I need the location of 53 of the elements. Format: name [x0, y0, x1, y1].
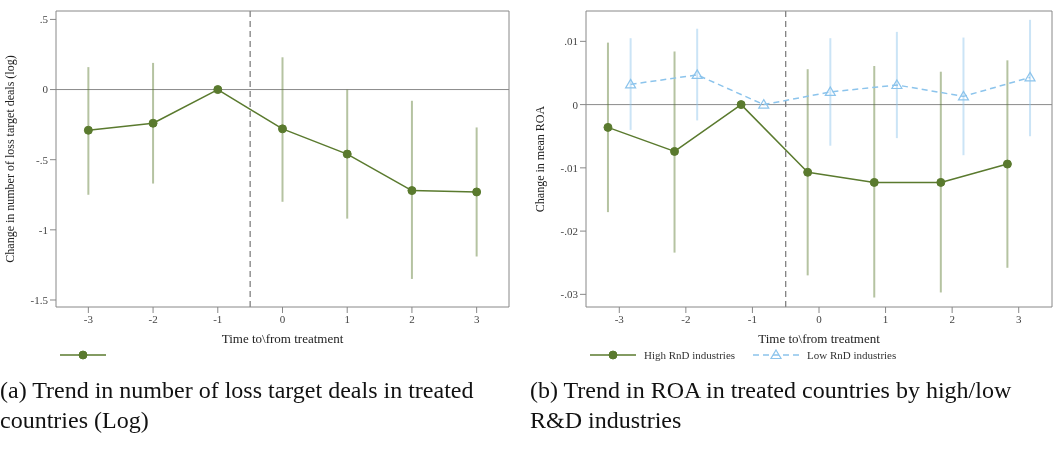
x-tick-label: 1 [344, 312, 350, 325]
point [603, 122, 613, 132]
y-tick-label: .5 [39, 13, 49, 26]
point [83, 125, 93, 135]
x-axis-title: Time to\from treatment [221, 331, 344, 346]
x-tick-label: -3 [614, 312, 625, 325]
x-tick-label: 3 [1015, 312, 1022, 325]
text: (b) Trend in ROA in treated countries by high/low R&D industries [530, 376, 1013, 435]
y-axis-title: Change in mean ROA [533, 105, 548, 213]
x-tick-label: -1 [213, 312, 223, 325]
y-tick-label: -1 [38, 223, 48, 236]
point [803, 167, 813, 177]
point [213, 85, 223, 95]
x-tick-label: 3 [473, 312, 480, 325]
x-tick-label: 2 [409, 312, 415, 325]
y-tick-label: 0 [572, 98, 579, 111]
y-tick-label: 0 [42, 83, 49, 96]
point [342, 149, 352, 159]
y-tick-label: .01 [564, 35, 578, 48]
text: (a) Trend in number of loss target deals in treated countries (Log) [0, 376, 475, 435]
point [936, 177, 946, 187]
x-tick-label: 0 [816, 312, 823, 325]
y-axis-title: Change in number of loss target deals (log) [3, 55, 18, 263]
x-tick-label: -1 [747, 312, 758, 325]
y-tick-label: -.03 [560, 288, 579, 301]
x-tick-label: -3 [83, 312, 94, 325]
point [472, 187, 482, 197]
x-tick-label: -2 [681, 312, 691, 325]
point [957, 90, 970, 101]
point [758, 99, 770, 109]
point [691, 69, 703, 79]
legend-label: Low RnD industries [807, 349, 897, 361]
x-tick-label: 0 [279, 312, 286, 325]
point [407, 186, 417, 196]
x-tick-label: 1 [882, 312, 889, 325]
point [869, 177, 879, 187]
point [1024, 71, 1036, 82]
point [736, 100, 746, 110]
y-tick-label: -.5 [36, 153, 49, 166]
point [278, 124, 287, 134]
point [670, 146, 680, 156]
point [824, 86, 836, 97]
legend-label: High RnD industries [644, 349, 736, 361]
x-tick-label: -2 [148, 312, 158, 325]
point [1002, 159, 1012, 169]
y-tick-label: -1.5 [30, 293, 49, 306]
y-tick-label: -.01 [560, 161, 578, 174]
point [625, 78, 637, 89]
y-tick-label: -.02 [560, 225, 578, 238]
x-axis-title: Time to\from treatment [758, 331, 881, 346]
x-tick-label: 2 [949, 312, 955, 325]
point [891, 79, 903, 90]
point [148, 118, 158, 128]
